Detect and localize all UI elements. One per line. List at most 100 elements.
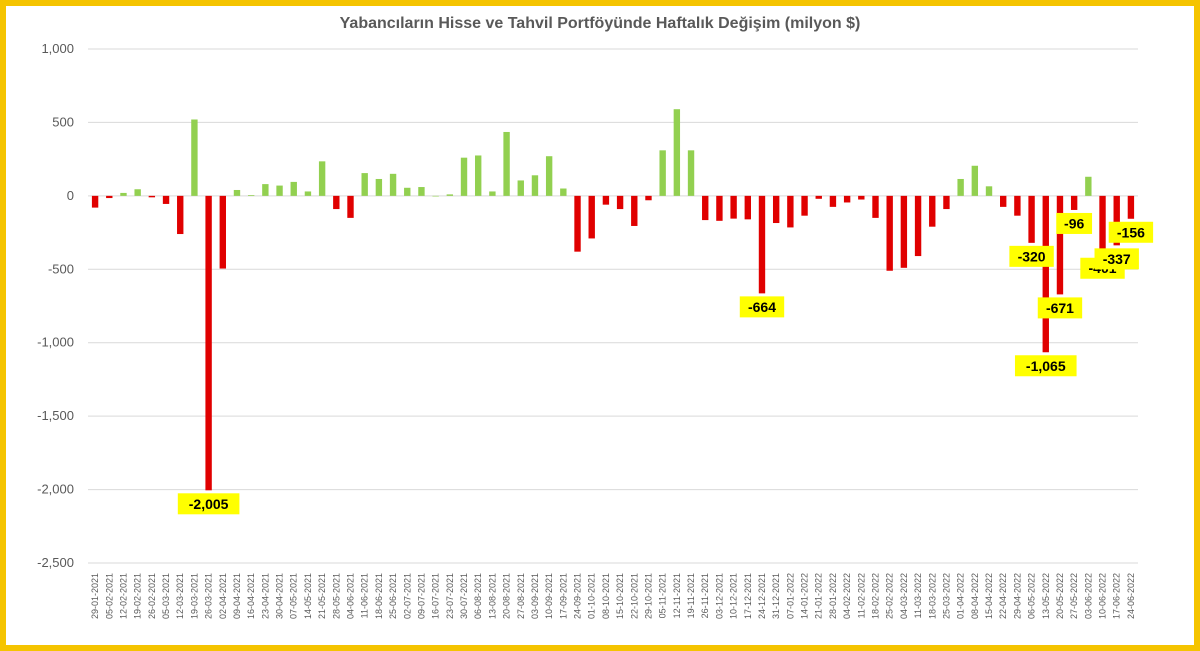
bar — [134, 189, 141, 196]
bar — [106, 195, 113, 199]
bar — [631, 195, 638, 226]
bar — [531, 175, 539, 196]
data-label: -96 — [1056, 212, 1093, 234]
x-tick-label: 18-03-2022 — [927, 573, 937, 619]
x-tick-label: 07-05-2021 — [289, 573, 299, 619]
x-tick-label: 17-09-2021 — [558, 573, 568, 619]
bar — [375, 178, 383, 196]
bar — [645, 195, 652, 201]
bars — [91, 109, 1135, 491]
bar — [616, 195, 624, 210]
x-tick-label: 14-05-2021 — [303, 573, 313, 619]
data-label: -671 — [1037, 297, 1083, 319]
data-label: -2,005 — [177, 493, 240, 515]
bar — [503, 131, 510, 196]
x-tick-label: 18-06-2021 — [374, 573, 384, 619]
bar — [744, 195, 751, 220]
bar — [985, 186, 993, 196]
x-tick-label: 29-04-2022 — [1012, 573, 1022, 619]
bar — [233, 189, 241, 196]
bar — [404, 187, 411, 196]
x-tick-label: 30-07-2021 — [459, 573, 469, 619]
bar — [772, 195, 780, 224]
x-tick-label: 02-04-2021 — [218, 573, 228, 619]
x-tick-label: 30-04-2021 — [275, 573, 285, 619]
x-tick-label: 03-06-2022 — [1083, 573, 1093, 619]
bar — [545, 156, 553, 196]
x-tick-label: 27-05-2022 — [1069, 573, 1079, 619]
bar — [1042, 195, 1049, 353]
x-tick-label: 23-07-2021 — [445, 573, 455, 619]
x-tick-label: 20-05-2022 — [1055, 573, 1065, 619]
bar — [361, 173, 368, 196]
data-label-text: -664 — [748, 299, 776, 315]
bar — [858, 195, 865, 200]
bar — [716, 195, 723, 221]
bar — [588, 195, 595, 239]
x-tick-label: 31-12-2021 — [771, 573, 781, 619]
y-tick-label: -1,500 — [37, 408, 74, 423]
bar — [262, 184, 269, 196]
data-label-box — [1009, 245, 1054, 267]
data-label-text: -96 — [1064, 215, 1084, 231]
bar — [886, 195, 893, 271]
bar — [914, 195, 922, 257]
x-tick-label: 11-06-2021 — [360, 573, 370, 618]
x-tick-label: 12-11-2021 — [672, 573, 682, 618]
data-labels: -2,005-664-320-1,065-671-96-401-337-156 — [177, 212, 1154, 515]
x-tick-label: 13-08-2021 — [487, 573, 497, 619]
y-tick-label: 500 — [52, 114, 74, 129]
data-label-text: -2,005 — [189, 496, 229, 512]
bar — [574, 195, 581, 252]
bar — [971, 165, 979, 196]
x-tick-label: 06-08-2021 — [473, 573, 483, 619]
bar — [162, 195, 170, 204]
x-tick-label: 11-03-2022 — [913, 573, 923, 618]
bar — [815, 195, 822, 199]
x-tick-label: 25-03-2022 — [941, 573, 951, 619]
x-tick-label: 01-04-2022 — [956, 573, 966, 619]
x-tick-label: 16-07-2021 — [431, 573, 441, 619]
bar — [843, 195, 851, 203]
x-tick-label: 24-12-2021 — [757, 573, 767, 619]
bar — [1099, 195, 1106, 255]
bar — [205, 195, 212, 491]
bar — [247, 195, 255, 196]
y-tick-label: -2,500 — [37, 555, 74, 570]
bar — [673, 109, 681, 196]
x-tick-label: 18-02-2022 — [871, 573, 881, 619]
bar — [517, 180, 524, 196]
data-label-box — [1014, 355, 1077, 377]
x-tick-label: 06-05-2022 — [1027, 573, 1037, 619]
bar — [120, 192, 127, 196]
bar — [290, 181, 297, 196]
chart-title: Yabancıların Hisse ve Tahvil Portföyünde… — [340, 15, 861, 32]
x-tick-label: 10-06-2022 — [1098, 573, 1108, 619]
x-tick-label: 24-06-2022 — [1126, 573, 1136, 619]
bar — [1014, 195, 1021, 216]
bar — [602, 195, 610, 205]
x-tick-label: 05-02-2021 — [104, 573, 114, 619]
bar — [758, 195, 766, 294]
bar — [276, 185, 283, 196]
x-tick-label: 16-04-2021 — [246, 573, 256, 619]
x-tick-label: 02-07-2021 — [402, 573, 412, 619]
bar — [148, 195, 156, 198]
bar — [389, 173, 397, 196]
x-tick-label: 04-06-2021 — [346, 573, 356, 619]
bar — [333, 195, 340, 210]
x-tick-label: 07-01-2022 — [785, 573, 795, 619]
data-label-text: -156 — [1117, 224, 1145, 240]
bar — [219, 195, 226, 269]
bar — [787, 195, 794, 228]
x-tick-label: 29-10-2021 — [643, 573, 653, 619]
y-tick-label: -500 — [48, 261, 74, 276]
data-label-box — [1056, 212, 1093, 234]
bar — [460, 157, 468, 196]
bar — [1127, 195, 1135, 219]
x-tick-label: 09-04-2021 — [232, 573, 242, 619]
x-tick-label: 04-03-2022 — [899, 573, 909, 619]
x-tick-label: 26-03-2021 — [204, 573, 214, 619]
data-label-text: -337 — [1103, 251, 1131, 267]
bar — [489, 191, 496, 196]
